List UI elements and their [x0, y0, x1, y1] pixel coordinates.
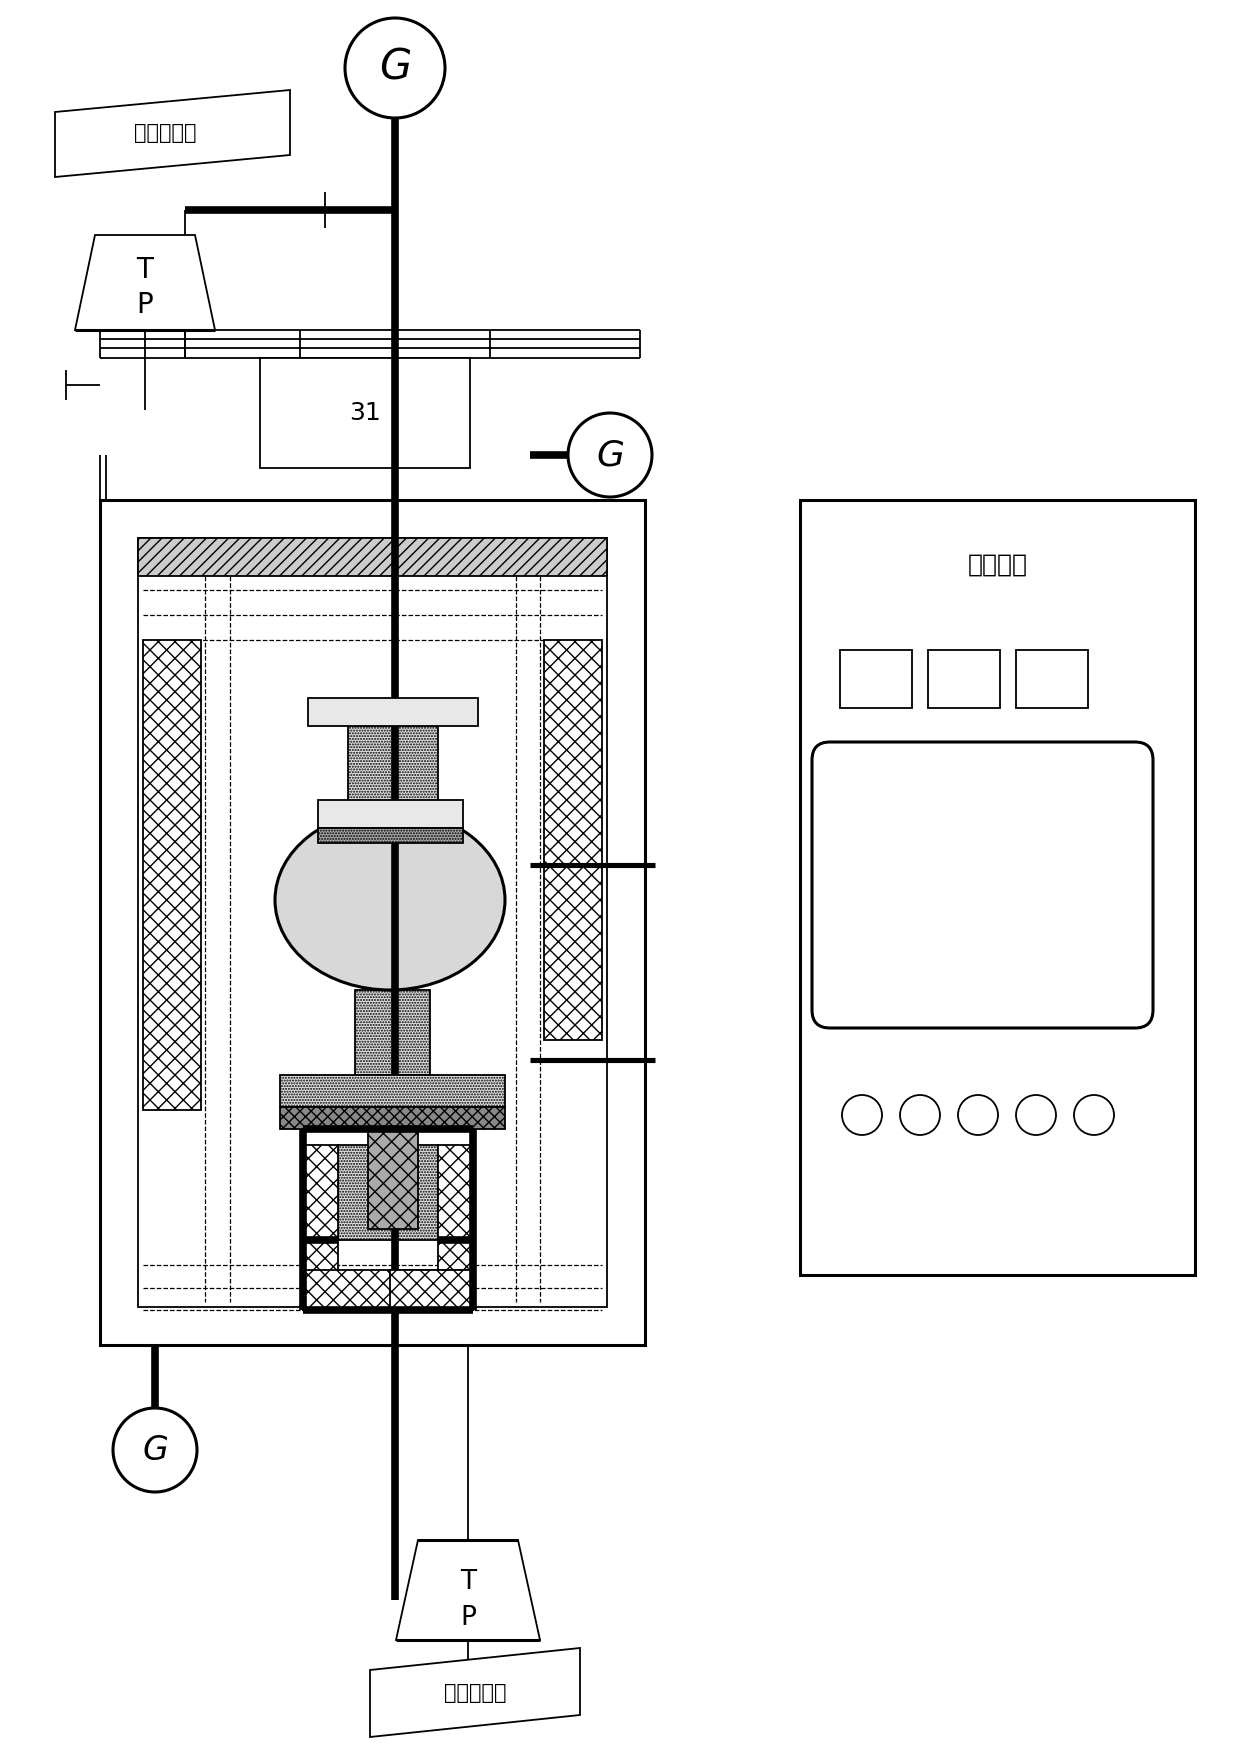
Polygon shape — [370, 1648, 580, 1738]
Text: T: T — [136, 255, 154, 283]
Text: T: T — [460, 1570, 476, 1594]
Ellipse shape — [275, 809, 505, 989]
Bar — [317, 801, 463, 829]
Polygon shape — [368, 1129, 418, 1229]
Text: G: G — [379, 47, 412, 89]
Circle shape — [113, 1407, 197, 1493]
Text: 控制机柜: 控制机柜 — [968, 552, 1028, 577]
Circle shape — [345, 17, 445, 119]
Bar — [438, 1145, 472, 1309]
Polygon shape — [74, 234, 215, 330]
Circle shape — [568, 413, 652, 496]
FancyBboxPatch shape — [812, 741, 1153, 1028]
Bar — [308, 697, 477, 725]
Bar — [544, 640, 601, 1040]
Text: G: G — [596, 439, 624, 472]
Bar — [138, 538, 608, 577]
Bar — [260, 358, 470, 468]
Bar — [800, 500, 1195, 1274]
Polygon shape — [396, 1540, 539, 1640]
Polygon shape — [348, 725, 438, 816]
Bar — [928, 650, 999, 708]
Circle shape — [1016, 1094, 1056, 1134]
Circle shape — [900, 1094, 940, 1134]
Bar — [303, 1271, 472, 1309]
Bar — [839, 650, 911, 708]
Text: P: P — [136, 290, 154, 318]
Text: 无油涡旋泵: 无油涡旋泵 — [134, 122, 196, 143]
Bar — [280, 1106, 505, 1129]
Bar — [100, 500, 645, 1344]
Text: G: G — [143, 1433, 167, 1467]
Bar — [303, 1145, 339, 1309]
Polygon shape — [355, 989, 430, 1075]
Circle shape — [842, 1094, 882, 1134]
Text: 无油涡旋泵: 无油涡旋泵 — [444, 1683, 506, 1703]
Polygon shape — [280, 1075, 505, 1106]
Bar — [1016, 650, 1087, 708]
Bar — [317, 829, 463, 843]
Bar — [138, 538, 608, 1308]
Circle shape — [959, 1094, 998, 1134]
Bar — [391, 1271, 472, 1309]
Polygon shape — [55, 89, 290, 177]
Text: 31: 31 — [350, 400, 381, 425]
Circle shape — [1074, 1094, 1114, 1134]
Bar — [143, 640, 201, 1110]
Text: P: P — [460, 1605, 476, 1631]
Polygon shape — [339, 1145, 438, 1239]
